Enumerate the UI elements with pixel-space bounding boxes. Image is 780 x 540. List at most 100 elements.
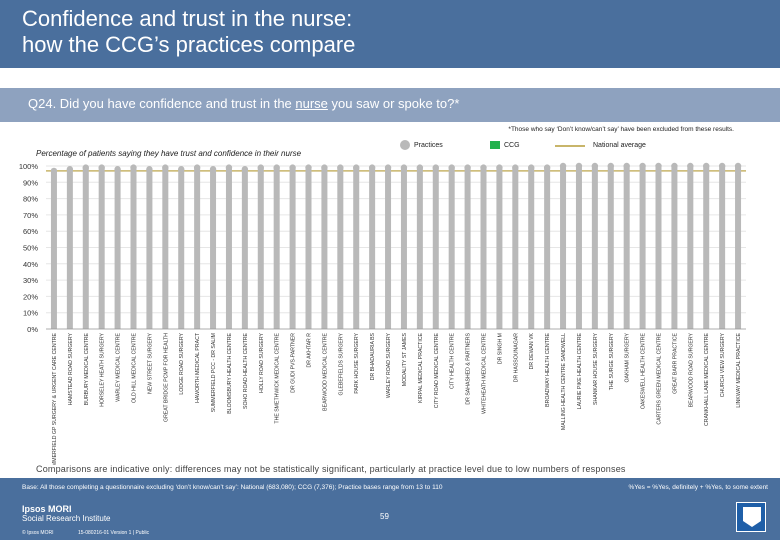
- bar-top-marker: [289, 164, 296, 171]
- bar-top-marker: [305, 164, 312, 171]
- title-line-1: Confidence and trust in the nurse:: [22, 6, 353, 31]
- bar: [194, 167, 201, 329]
- bar-top-marker: [512, 164, 519, 171]
- bar: [50, 170, 57, 329]
- x-tick-label: BEARWOOD ROAD SURGERY: [688, 332, 694, 407]
- bar: [369, 167, 376, 329]
- version-text: 15-080216-01 Version 1 | Public: [78, 530, 150, 536]
- x-tick-label: DR BHADAURIA BS: [370, 332, 376, 380]
- legend-practices-label: Practices: [414, 142, 443, 149]
- bar-top-marker: [575, 162, 583, 170]
- exclusion-note: *Those who say ‘Don’t know/can’t say’ ha…: [508, 126, 734, 133]
- bar-top-marker: [50, 167, 58, 175]
- x-tick-label: OAKESWELL HEALTH CENTRE: [641, 332, 647, 409]
- bar-top-marker: [591, 162, 599, 170]
- x-tick-label: SUMMERFIELD GP SURGERY & URGENT CARE CEN…: [52, 332, 58, 465]
- x-tick-label: DR SAHASHED & PARTNERS: [466, 332, 472, 404]
- bar-top-marker: [114, 166, 121, 173]
- logo-line-1: Ipsos MORI: [22, 504, 72, 514]
- x-tick-label: LINKWAY MEDICAL PRACTICE: [736, 332, 742, 407]
- bar-top-marker: [368, 164, 376, 171]
- chart-subtitle: Percentage of patients saying they have …: [36, 149, 302, 158]
- question-prefix: Q24. Did you have confidence and trust i…: [28, 96, 296, 111]
- x-tick-label: DR HASSOUNAGAR: [513, 333, 519, 383]
- x-tick-label: BROADWAY HEALTH CENTRE: [545, 332, 551, 406]
- y-tick-label: 20%: [23, 292, 38, 301]
- y-tick-label: 70%: [23, 211, 38, 220]
- legend-practices-swatch: [400, 140, 410, 150]
- x-tick-label: MALLING HEALTH CENTRE SANDWELL: [561, 333, 567, 430]
- bar: [432, 167, 439, 329]
- bar-top-marker: [162, 164, 169, 171]
- bar: [448, 167, 455, 329]
- bar: [241, 169, 248, 329]
- x-tick-label: THE SURGE SURGERY: [609, 332, 615, 390]
- bar: [528, 167, 535, 329]
- bar: [353, 167, 360, 329]
- x-tick-label: LAURIE PIKE HEALTH CENTRE: [577, 332, 583, 409]
- bar-top-marker: [448, 164, 455, 171]
- x-tick-label: BEARWOOD MEDICAL CENTRE: [322, 332, 328, 410]
- bar-chart: 0% 10% 20% 30% 40% 50% 60% 70% 80% 90% 100% SUMMERF…: [19, 162, 746, 465]
- x-tick-label: SOHO ROAD HEALTH CENTRE: [243, 332, 249, 409]
- bar: [544, 167, 551, 329]
- x-tick-label: HAWORTH MEDICAL PRACT: [195, 332, 201, 403]
- bar-top-marker: [432, 164, 439, 171]
- bar-top-marker: [623, 162, 630, 170]
- question-underlined: nurse: [295, 96, 328, 111]
- bar: [607, 166, 614, 329]
- x-tick-label: DR DEWAN VK: [529, 332, 535, 369]
- bar-top-marker: [384, 164, 392, 171]
- bar-top-marker: [130, 164, 137, 171]
- bar: [416, 167, 423, 329]
- bar: [591, 166, 598, 329]
- bar-top-marker: [687, 162, 694, 170]
- bar: [225, 167, 232, 329]
- bar-top-marker: [321, 164, 328, 171]
- x-tick-label: THE SMETHWICK MEDICAL CENTRE: [275, 332, 281, 423]
- bar: [560, 166, 567, 329]
- bar: [512, 167, 519, 329]
- bar: [496, 167, 503, 329]
- x-tick-label: WHITEHEATH MEDICAL CENTRE: [482, 332, 488, 414]
- title-line-2: how the CCG’s practices compare: [22, 32, 356, 57]
- y-tick-label: 50%: [23, 244, 38, 253]
- x-tick-label: SHANKAR HOUSE SURGERY: [593, 332, 599, 405]
- x-tick-label: MODALITY ST JAMES: [402, 332, 408, 386]
- comparisons-note: Comparisons are indicative only: differe…: [36, 464, 626, 474]
- x-tick-label: GREAT BRIDGE PCMP FOR HEALTH: [163, 333, 169, 422]
- bar: [639, 166, 646, 329]
- bar: [703, 166, 710, 329]
- y-tick-label: 10%: [23, 309, 38, 318]
- bar-top-marker: [209, 166, 217, 173]
- bar-top-marker: [464, 164, 471, 171]
- bar: [321, 167, 328, 329]
- bar-top-marker: [528, 164, 535, 171]
- x-tick-label: OLD HILL MEDICAL CENTRE: [132, 332, 138, 402]
- bar: [671, 166, 678, 329]
- x-tick-label: KIRPAL MEDICAL PRACTICE: [418, 332, 424, 402]
- yes-definition: %Yes = %Yes, definitely + %Yes, to some …: [628, 484, 768, 491]
- bar-top-marker: [559, 162, 567, 170]
- x-tick-label: HAMSTEAD ROAD SURGERY: [68, 332, 74, 405]
- bar-top-marker: [639, 162, 646, 170]
- bar: [98, 167, 105, 329]
- y-tick-label: 100%: [19, 162, 39, 171]
- copyright: © Ipsos MORI: [22, 530, 54, 536]
- bar: [114, 169, 121, 329]
- bar-top-marker: [98, 164, 105, 171]
- bar-top-marker: [480, 164, 487, 171]
- bar-top-marker: [718, 162, 726, 170]
- x-tick-label: SUMMERFIELD PCC - DR SALIM: [211, 333, 217, 412]
- y-tick-label: 60%: [23, 227, 38, 236]
- bar-top-marker: [734, 162, 742, 170]
- x-tick-label: OAKHAM SURGERY: [625, 332, 631, 382]
- question-bar: [0, 88, 780, 122]
- bar-top-marker: [146, 166, 153, 173]
- bar: [464, 167, 471, 329]
- y-tick-label: 0%: [27, 325, 38, 334]
- bar: [66, 169, 73, 329]
- x-tick-label: NEW STREET SURGERY: [147, 332, 153, 393]
- x-tick-label: CITY ROAD MEDICAL CENTRE: [434, 332, 440, 408]
- bar-top-marker: [671, 162, 678, 170]
